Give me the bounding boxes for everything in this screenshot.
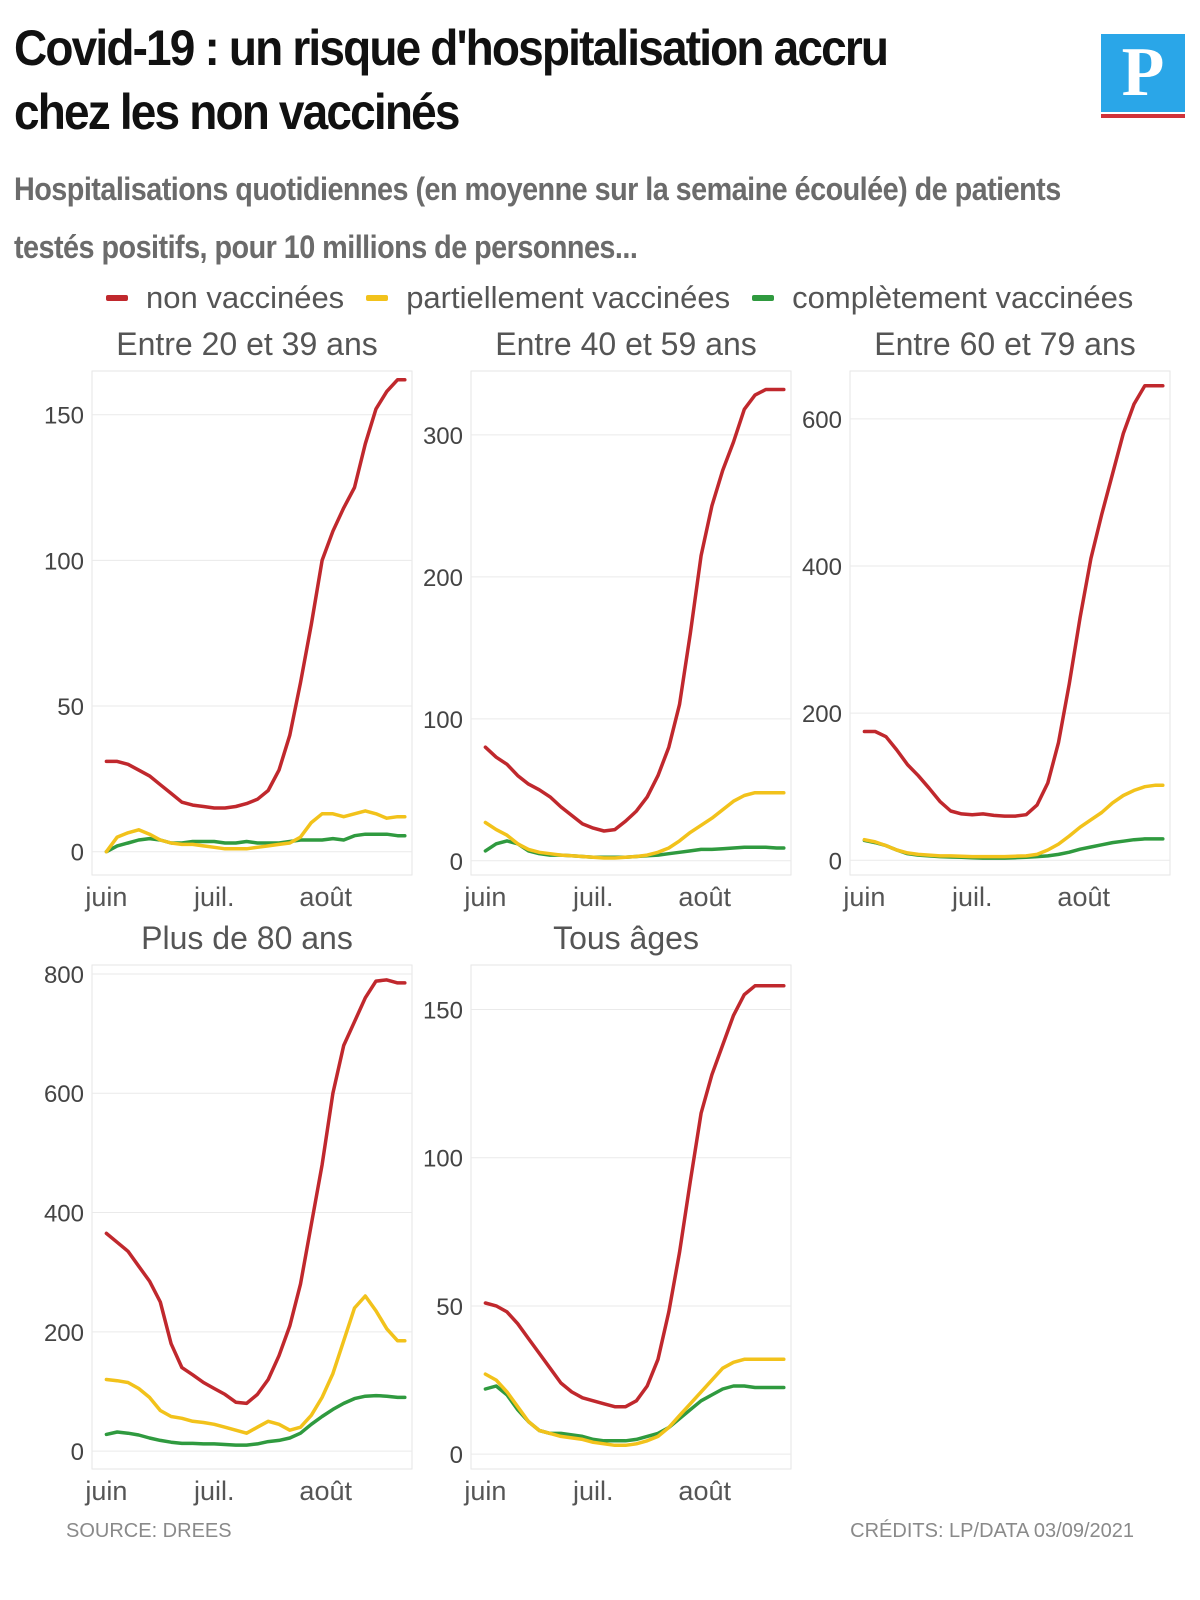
- y-tick-label: 100: [423, 707, 463, 734]
- x-tick-label: juil.: [193, 882, 235, 912]
- y-tick-label: 200: [44, 1320, 84, 1347]
- series-line-partiellement-vaccinees: [862, 783, 1165, 859]
- y-tick-label: 150: [423, 997, 463, 1024]
- legend-swatch-green: [752, 295, 775, 301]
- y-tick-label: 0: [71, 1439, 84, 1466]
- y-tick-label: 300: [423, 423, 463, 450]
- x-tick-label: juil.: [572, 882, 614, 912]
- panel-frame: [91, 370, 413, 876]
- panel-frame: [470, 964, 792, 1470]
- y-tick-label: 0: [450, 849, 463, 876]
- panel-title: Entre 20 et 39 ans: [116, 326, 378, 362]
- legend-swatch-red: [106, 295, 128, 301]
- x-tick-label: juin: [463, 882, 506, 912]
- chart-title: Covid-19 : un risque d'hospitalisation a…: [14, 20, 889, 140]
- y-tick-label: 800: [44, 962, 84, 989]
- x-tick-label: août: [299, 882, 352, 912]
- series-line-partiellement-vaccinees: [104, 1294, 407, 1435]
- series-line-non-vaccinees: [483, 387, 786, 833]
- x-tick-label: juin: [842, 882, 885, 912]
- panel-frame: [91, 964, 413, 1470]
- source-note: SOURCE: DREES: [66, 1520, 232, 1542]
- y-tick-label: 0: [450, 1442, 463, 1469]
- x-tick-label: juin: [84, 1476, 127, 1506]
- panel-frame: [849, 370, 1171, 876]
- y-tick-label: 50: [57, 694, 84, 721]
- x-tick-label: juin: [463, 1476, 506, 1506]
- y-tick-label: 200: [802, 701, 842, 728]
- x-tick-label: juil.: [951, 882, 993, 912]
- series-line-non-vaccinees: [862, 383, 1165, 818]
- legend: non vaccinées partiellement vaccinées co…: [106, 278, 1155, 318]
- panel-title: Tous âges: [553, 920, 699, 956]
- series-line-non-vaccinees: [104, 377, 407, 810]
- x-tick-label: juil.: [193, 1476, 235, 1506]
- legend-item-partiellement-vaccinees: partiellement vaccinées: [366, 280, 730, 316]
- legend-item-completement-vaccinees: complètement vaccinées: [752, 280, 1133, 316]
- legend-label: non vaccinées: [146, 280, 345, 315]
- legend-label: partiellement vaccinées: [406, 280, 731, 315]
- y-tick-label: 200: [423, 565, 463, 592]
- x-tick-label: juil.: [572, 1476, 614, 1506]
- panel-title: Plus de 80 ans: [141, 920, 353, 956]
- y-tick-label: 100: [44, 548, 84, 575]
- x-tick-label: août: [1057, 882, 1110, 912]
- panel-frame: [470, 370, 792, 876]
- chart-subtitle: Hospitalisations quotidiennes (en moyenn…: [14, 171, 1061, 265]
- credits-note: CRÉDITS: LP/DATA 03/09/2021: [850, 1520, 1134, 1542]
- legend-item-non-vaccinees: non vaccinées: [106, 280, 344, 316]
- y-tick-label: 100: [423, 1146, 463, 1173]
- series-line-partiellement-vaccinees: [104, 809, 407, 854]
- x-tick-label: août: [678, 882, 731, 912]
- legend-label: complètement vaccinées: [792, 280, 1134, 315]
- series-line-completement-vaccinees: [483, 1384, 786, 1443]
- logo-underline: [1101, 114, 1185, 118]
- y-tick-label: 400: [44, 1201, 84, 1228]
- y-tick-label: 50: [436, 1294, 463, 1321]
- logo-letter: P: [1101, 34, 1185, 112]
- y-tick-label: 0: [71, 840, 84, 867]
- y-tick-label: 0: [829, 848, 842, 875]
- y-tick-label: 150: [44, 403, 84, 430]
- series-line-non-vaccinees: [104, 978, 407, 1406]
- panel-title: Entre 60 et 79 ans: [874, 326, 1136, 362]
- le-parisien-logo: P: [1101, 34, 1185, 118]
- legend-swatch-yellow: [366, 295, 389, 301]
- x-tick-label: août: [678, 1476, 731, 1506]
- x-tick-label: août: [299, 1476, 352, 1506]
- x-tick-label: juin: [84, 882, 127, 912]
- series-line-partiellement-vaccinees: [483, 1357, 786, 1448]
- series-line-non-vaccinees: [483, 984, 786, 1409]
- y-tick-label: 600: [44, 1081, 84, 1108]
- series-line-partiellement-vaccinees: [483, 790, 786, 860]
- panel-title: Entre 40 et 59 ans: [495, 326, 757, 362]
- y-tick-label: 400: [802, 554, 842, 581]
- y-tick-label: 600: [802, 407, 842, 434]
- series-line-completement-vaccinees: [104, 1393, 407, 1447]
